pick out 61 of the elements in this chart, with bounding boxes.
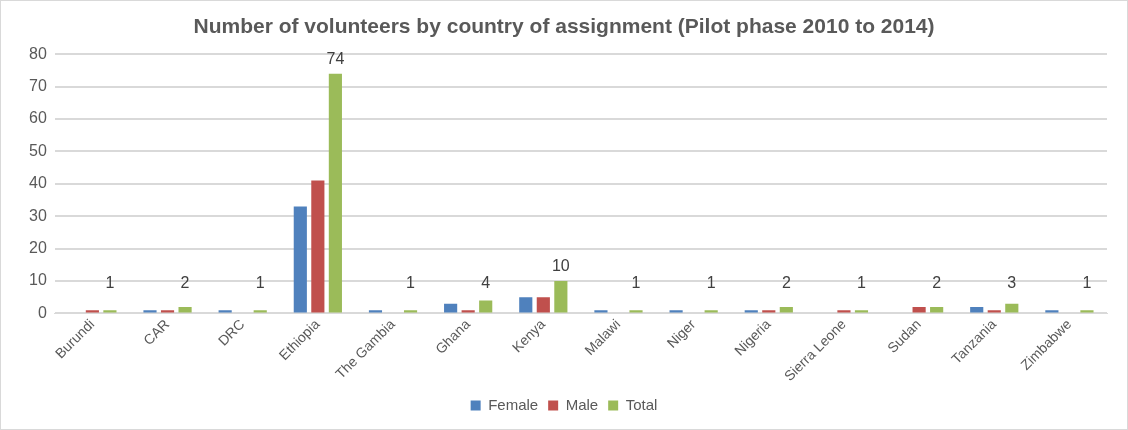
bar — [837, 310, 851, 313]
y-tick-label: 20 — [29, 239, 47, 257]
bar — [253, 310, 267, 313]
bar — [854, 310, 869, 313]
bar — [629, 310, 643, 313]
bar — [403, 310, 418, 313]
bar — [779, 306, 793, 313]
bar — [1045, 310, 1059, 313]
bar — [368, 310, 383, 313]
bar — [143, 310, 157, 313]
bar — [987, 310, 1001, 313]
data-label: 2 — [932, 273, 942, 291]
data-label: 1 — [406, 273, 416, 291]
bar — [912, 306, 926, 313]
bar — [461, 310, 475, 313]
bar — [178, 306, 192, 313]
bar — [762, 310, 776, 313]
bar — [594, 310, 608, 313]
bar — [444, 303, 458, 313]
data-label: 1 — [255, 273, 265, 291]
legend-label: Total — [625, 395, 658, 413]
bar — [328, 73, 342, 313]
bar — [293, 206, 307, 313]
data-label: 3 — [1007, 273, 1017, 291]
y-tick-label: 60 — [29, 109, 47, 127]
data-label: 1 — [857, 273, 867, 291]
y-tick-label: 0 — [37, 303, 47, 321]
bar — [669, 310, 683, 313]
bar — [1080, 310, 1094, 313]
bar — [536, 297, 550, 313]
y-tick-label: 10 — [29, 271, 47, 289]
bar — [103, 310, 117, 313]
y-tick-label: 70 — [29, 77, 47, 95]
data-label: 4 — [481, 273, 491, 291]
legend-label: Female — [488, 395, 539, 413]
data-label: 1 — [105, 273, 115, 291]
y-tick-label: 30 — [29, 206, 47, 224]
data-label: 1 — [1082, 273, 1092, 291]
y-tick-label: 50 — [29, 141, 47, 159]
chart-title: Number of volunteers by country of assignment (Pilot phase 2010 to 2014) — [193, 14, 935, 38]
legend-label: Male — [565, 395, 599, 413]
data-label: 1 — [631, 273, 641, 291]
bar — [970, 306, 984, 313]
data-label: 1 — [706, 273, 716, 291]
bar — [704, 310, 718, 313]
y-tick-label: 40 — [29, 174, 47, 192]
y-tick-label: 80 — [29, 44, 47, 62]
data-label: 10 — [551, 257, 570, 275]
bar — [160, 310, 175, 313]
bar — [554, 281, 568, 313]
bar — [930, 306, 944, 313]
bar — [519, 297, 533, 313]
bar — [744, 310, 758, 313]
bar — [1005, 303, 1019, 313]
bar — [311, 180, 325, 313]
bar — [479, 300, 493, 313]
data-label: 2 — [781, 273, 791, 291]
data-label: 2 — [180, 273, 190, 291]
bar — [218, 310, 232, 313]
data-label: 74 — [326, 50, 345, 68]
bar — [85, 310, 99, 313]
